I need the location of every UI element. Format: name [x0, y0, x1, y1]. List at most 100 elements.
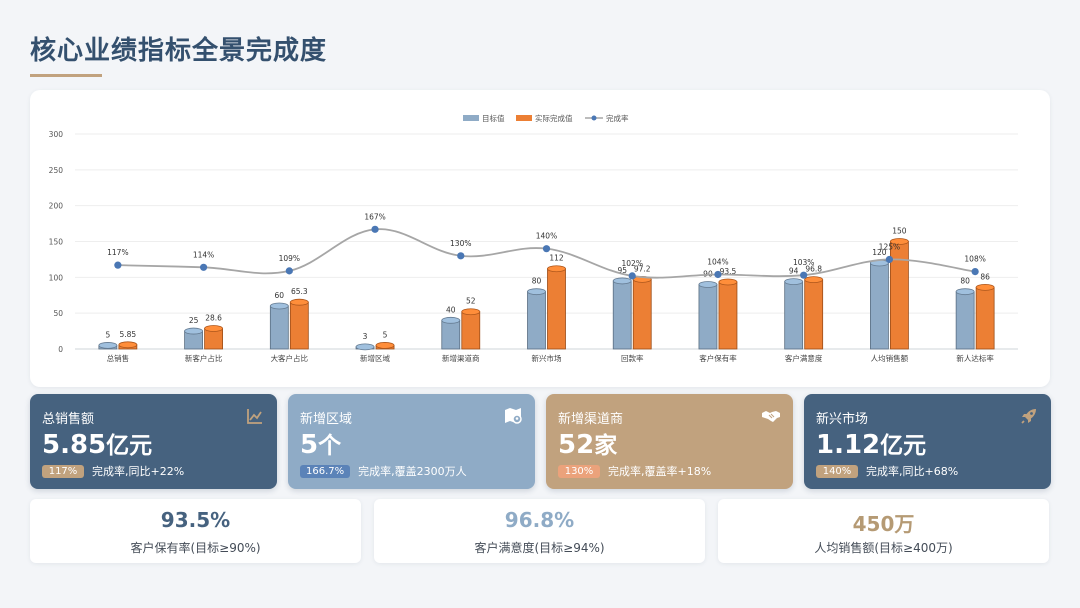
kpi-card-total-sales: 总销售额 5.85亿元 117% 完成率,同比+22% — [30, 394, 277, 489]
rate-value-label: 103% — [793, 258, 814, 267]
bar-cap — [204, 325, 223, 332]
legend-label: 实际完成值 — [535, 113, 573, 123]
bar-actual — [890, 241, 909, 350]
bar-target — [870, 262, 889, 350]
bar-cap — [718, 278, 738, 286]
bar-cap — [355, 343, 375, 351]
bar-value-label: 40 — [446, 305, 456, 314]
kpi-card-emerging-markets: 新兴市场 1.12亿元 140% 完成率,同比+68% — [804, 394, 1051, 489]
rate-value-label: 125% — [879, 242, 900, 251]
rate-point — [371, 225, 379, 233]
rate-value-label: 140% — [536, 232, 557, 241]
legend-label: 目标值 — [482, 113, 505, 123]
bar-cap — [612, 277, 632, 285]
kpi-number: 52 — [558, 430, 595, 460]
x-category-label: 新客户占比 — [185, 353, 223, 363]
y-tick-label: 300 — [49, 130, 64, 139]
kpi-label: 新增渠道商 — [558, 412, 624, 427]
rate-point — [971, 268, 979, 276]
kpi-badge-row: 117% 完成率,同比+22% — [42, 463, 184, 479]
kpi-unit: 个 — [318, 433, 342, 459]
kpi-note: 完成率,覆盖率+18% — [608, 465, 712, 478]
bar-cap — [184, 327, 203, 335]
trend-chart-icon — [247, 409, 262, 424]
bar-cap — [804, 276, 824, 284]
kpi-note: 完成率,同比+22% — [92, 465, 185, 478]
bar-value-label: 94 — [789, 267, 799, 276]
x-category-label: 回款率 — [621, 353, 644, 363]
bar-value-label: 5 — [105, 330, 110, 339]
stat-card-sales-per-capita: 450万 人均销售额(目标≥400万) — [718, 499, 1049, 563]
x-category-label: 人均销售额 — [871, 353, 909, 363]
bar-actual — [461, 311, 481, 350]
x-category-label: 客户满意度 — [785, 353, 823, 363]
bar-value-label: 112 — [549, 254, 564, 263]
stat-card-customer-satisfaction: 96.8% 客户满意度(目标≥94%) — [374, 499, 705, 563]
x-category-label: 总销售 — [107, 353, 130, 363]
y-tick-label: 0 — [58, 345, 63, 354]
kpi-badge: 166.7% — [300, 464, 351, 478]
bar-value-label: 52 — [466, 297, 476, 306]
bar-value-label: 150 — [892, 227, 907, 236]
handshake-icon — [762, 411, 780, 422]
rate-point — [628, 272, 636, 280]
bar-value-label: 97.2 — [634, 264, 651, 273]
x-category-label: 新增区域 — [360, 353, 390, 363]
bar-value-label: 86 — [980, 272, 990, 281]
bar-target — [612, 280, 632, 350]
kpi-badge: 117% — [42, 464, 84, 478]
rate-value-label: 104% — [707, 257, 728, 266]
legend-swatch — [516, 115, 532, 121]
kpi-badge: 130% — [558, 464, 600, 478]
kpi-badge: 140% — [816, 464, 858, 478]
rate-value-label: 114% — [193, 250, 214, 259]
rate-point — [285, 267, 293, 275]
kpi-note: 完成率,覆盖2300万人 — [358, 465, 467, 478]
bar-value-label: 65.3 — [291, 287, 308, 296]
bar-value-label: 80 — [960, 277, 970, 286]
rate-value-label: 108% — [964, 255, 985, 264]
kpi-label: 新兴市场 — [816, 412, 869, 427]
bar-target — [784, 281, 804, 350]
bar-cap — [547, 265, 566, 273]
kpi-value: 5.85亿元 — [42, 426, 152, 460]
bar-value-label: 25 — [189, 316, 199, 325]
bar-cap — [269, 302, 289, 310]
x-category-label: 客户保有率 — [699, 353, 737, 363]
bar-target — [269, 305, 289, 350]
x-category-label: 新人达标率 — [956, 353, 994, 363]
bar-value-label: 93.5 — [720, 267, 737, 276]
rate-value-label: 109% — [279, 254, 300, 263]
rate-point — [114, 261, 122, 269]
kpi-unit: 亿元 — [880, 433, 927, 459]
rate-value-label: 130% — [450, 239, 471, 248]
stat-card-customer-retention: 93.5% 客户保有率(目标≥90%) — [30, 499, 361, 563]
bar-cap — [784, 278, 804, 286]
stat-value: 93.5% — [160, 508, 231, 532]
bar-actual — [804, 279, 824, 350]
rate-value-label: 117% — [107, 248, 128, 257]
kpi-unit: 亿元 — [106, 433, 153, 459]
bar-cap — [289, 298, 309, 306]
x-category-label: 新增渠道商 — [442, 353, 480, 363]
bar-actual — [547, 268, 566, 350]
rate-point — [800, 271, 808, 279]
legend-line-marker — [591, 115, 597, 121]
bar-target — [441, 319, 461, 350]
kpi-label: 总销售额 — [42, 412, 95, 427]
bar-value-label: 5.85 — [120, 330, 137, 339]
stat-value: 96.8% — [504, 508, 575, 532]
rate-point — [714, 270, 722, 279]
bar-actual — [632, 278, 652, 350]
kpi-number: 1.12 — [816, 430, 881, 460]
kpi-badge-row: 166.7% 完成率,覆盖2300万人 — [300, 463, 467, 479]
kpi-badge-row: 140% 完成率,同比+68% — [816, 463, 958, 479]
y-tick-label: 100 — [49, 273, 64, 282]
bar-value-label: 95 — [617, 266, 627, 275]
bar-value-label: 96.8 — [805, 265, 822, 274]
kpi-value: 5个 — [300, 426, 341, 460]
y-tick-label: 150 — [49, 238, 64, 247]
map-pin-icon — [505, 408, 522, 424]
bar-actual — [718, 281, 738, 350]
